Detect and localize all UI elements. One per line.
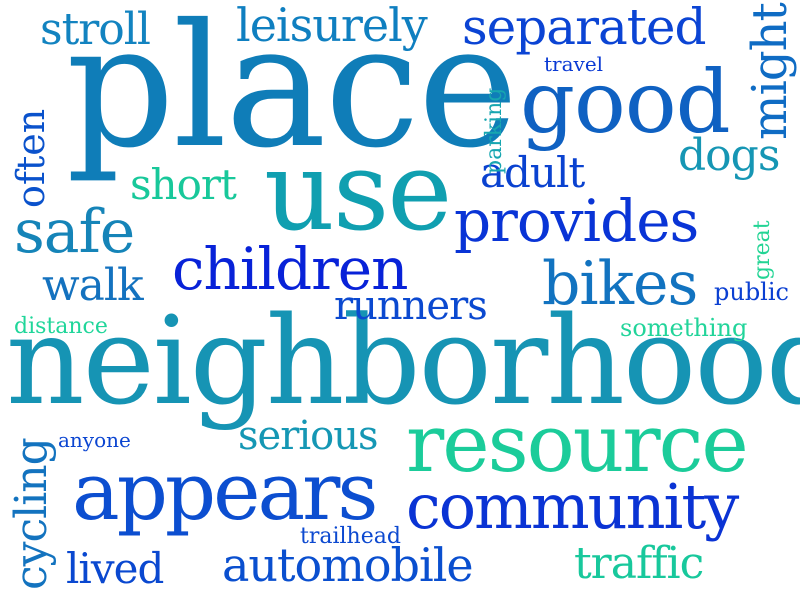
word-walk: walk [42,260,144,311]
word-resource: resource [406,397,749,490]
word-leisurely: leisurely [236,0,428,52]
word-bikes: bikes [542,249,698,319]
word-something: something [620,314,748,342]
word-automobile: automobile [222,538,474,592]
word-serious: serious [238,413,378,459]
word-traffic: traffic [574,538,704,589]
word-place: place [66,0,518,186]
word-runners: runners [334,283,488,329]
word-safe: safe [14,197,135,267]
word-separated: separated [462,0,706,56]
word-might: might [742,3,798,140]
word-cycling: cycling [6,438,57,590]
word-trailhead: trailhead [300,524,401,549]
word-travel: travel [544,52,604,76]
word-appears: appears [72,445,378,538]
word-dogs: dogs [678,130,780,181]
word-parking: parking [482,87,507,174]
word-use: use [264,127,452,255]
word-stroll: stroll [40,4,151,55]
word-good: good [520,53,731,153]
word-children: children [172,235,408,303]
word-short: short [130,160,237,209]
word-provides: provides [454,187,699,255]
word-adult: adult [480,148,585,197]
word-distance: distance [14,314,108,339]
word-public: public [714,278,789,306]
word-lived: lived [66,544,164,593]
word-community: community [406,470,739,543]
word-great: great [750,220,775,280]
word-anyone: anyone [58,428,131,452]
word-often: often [9,108,53,208]
word-neighborhood: neighborhood [6,290,800,432]
